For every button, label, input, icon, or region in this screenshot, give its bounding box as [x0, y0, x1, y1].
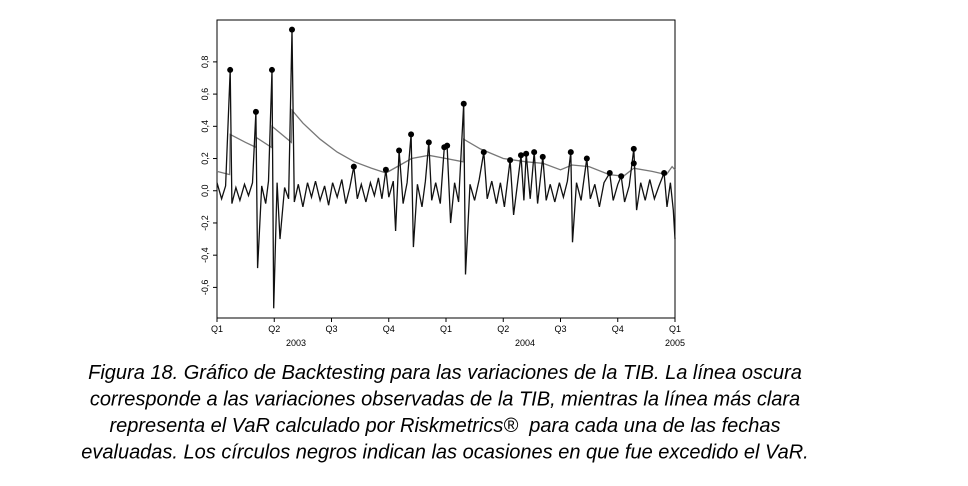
exceedance-point: [531, 149, 538, 156]
caption-line: corresponde a las variaciones observadas…: [90, 389, 800, 411]
x-tick-label: Q4: [383, 324, 395, 334]
exceedance-point: [460, 100, 467, 107]
exceedance-point: [618, 173, 625, 180]
exceedance-point: [507, 157, 514, 164]
exceedance-point: [523, 150, 530, 157]
exceedance-point: [630, 160, 637, 167]
exceedance-point: [408, 131, 415, 138]
exceedance-point: [480, 149, 487, 156]
plot-frame: [216, 19, 676, 319]
exceedance-point: [661, 170, 668, 177]
y-tick-label: 0,0: [200, 184, 210, 197]
y-tick-label: 0,8: [200, 56, 210, 69]
x-tick-label: Q1: [440, 324, 452, 334]
exceedance-point: [396, 147, 403, 154]
exceedance-point: [268, 66, 275, 73]
x-tick-label: Q1: [669, 324, 681, 334]
caption-line: representa el VaR calculado por Riskmetr…: [109, 415, 780, 437]
exceedance-point: [583, 155, 590, 162]
y-tick-label: -0,6: [200, 280, 210, 296]
y-tick-label: -0,4: [200, 247, 210, 263]
exceedance-point: [252, 108, 259, 115]
y-tick-label: 0,2: [200, 152, 210, 165]
exceedance-point: [444, 142, 451, 149]
series-line: [216, 29, 676, 309]
exceedance-point: [539, 153, 546, 160]
y-tick-label: 0,6: [200, 88, 210, 101]
x-year-label: 2005: [665, 338, 685, 348]
x-tick-label: Q3: [325, 324, 337, 334]
x-tick-label: Q2: [497, 324, 509, 334]
exceedance-point: [227, 66, 234, 73]
y-tick-label: 0,4: [200, 120, 210, 133]
x-tick-label: Q1: [211, 324, 223, 334]
exceedance-point: [382, 166, 389, 173]
caption-line: Figura 18. Gráfico de Backtesting para l…: [88, 362, 802, 384]
exceedance-point: [567, 149, 574, 156]
exceedance-point: [630, 145, 637, 152]
exceedance-point: [425, 139, 432, 146]
caption-line: evaluadas. Los círculos negros indican l…: [81, 442, 809, 464]
x-tick-label: Q3: [554, 324, 566, 334]
exceedance-point: [606, 170, 613, 177]
x-year-label: 2004: [515, 338, 535, 348]
x-year-label: 2003: [286, 338, 306, 348]
exceedance-point: [288, 26, 295, 33]
x-tick-label: Q2: [268, 324, 280, 334]
y-tick-label: -0,2: [200, 215, 210, 231]
exceedance-point: [350, 163, 357, 170]
x-tick-label: Q4: [612, 324, 624, 334]
exceedance-point: [517, 152, 524, 159]
